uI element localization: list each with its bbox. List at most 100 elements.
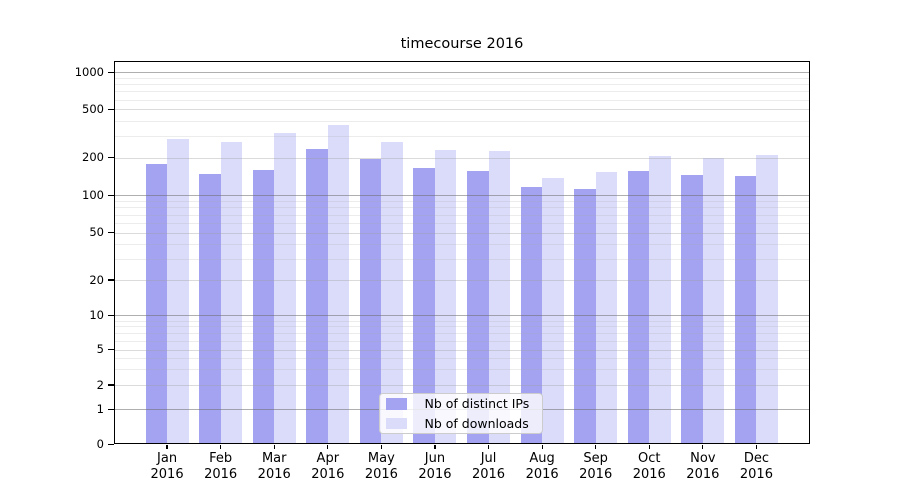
gridline-minor: [114, 320, 809, 322]
y-tick-mark: [107, 279, 114, 281]
legend: Nb of distinct IPs Nb of downloads: [379, 393, 543, 434]
x-tick-year: 2016: [525, 466, 559, 482]
gridline-minor: [114, 244, 809, 246]
x-tick-label-jul: Jul 2016: [457, 451, 521, 482]
x-tick-label-aug: Aug 2016: [510, 451, 574, 482]
bar--distinct-ips-feb: [199, 173, 221, 444]
x-tick-mark: [595, 445, 597, 449]
x-tick-mark: [702, 445, 704, 449]
bar--distinct-ips-aug: [520, 186, 543, 444]
gridline-minor: [114, 259, 809, 261]
x-tick-month: Jul: [480, 451, 497, 466]
x-tick-month: Apr: [316, 451, 340, 466]
gridline-minor: [114, 358, 809, 360]
x-tick-year: 2016: [257, 466, 291, 482]
x-tick-year: 2016: [632, 466, 666, 482]
bar--distinct-ips-jan: [145, 164, 168, 444]
bar--distinct-ips-mar: [252, 169, 275, 444]
bar--distinct-ips-nov: [681, 174, 703, 444]
x-tick-year: 2016: [579, 466, 613, 482]
chart-title: timecourse 2016: [400, 36, 524, 52]
x-tick-mark: [220, 445, 222, 449]
y-tick-mark: [107, 71, 114, 73]
legend-swatch-downloads: [386, 417, 407, 429]
bar--downloads-nov: [702, 157, 725, 444]
x-tick-label-apr: Apr 2016: [296, 451, 360, 482]
x-tick-mark: [273, 445, 275, 449]
x-tick-month: Dec: [743, 451, 769, 466]
x-tick-year: 2016: [418, 466, 452, 482]
x-tick-mark: [755, 445, 757, 449]
x-tick-month: Sep: [583, 451, 608, 466]
x-tick-month: Nov: [690, 451, 716, 466]
y-tick-label: 5: [96, 342, 104, 357]
x-tick-year: 2016: [471, 466, 506, 482]
y-tick-label: 1: [96, 401, 104, 416]
x-tick-label-feb: Feb 2016: [189, 451, 253, 482]
x-tick-mark: [541, 445, 543, 449]
gridline-minor: [114, 99, 809, 101]
x-tick-mark: [380, 445, 382, 449]
bar--downloads-dec: [756, 154, 778, 444]
y-tick-label: 50: [89, 225, 104, 240]
bar--distinct-ips-apr: [306, 148, 328, 444]
x-tick-year: 2016: [311, 466, 345, 482]
bar--downloads-aug: [542, 177, 564, 444]
x-tick-year: 2016: [150, 466, 184, 482]
gridline-minor: [114, 340, 809, 342]
x-tick-month: May: [367, 451, 395, 466]
x-tick-label-jan: Jan 2016: [135, 451, 199, 482]
x-tick-label-mar: Mar 2016: [242, 451, 306, 482]
y-tick-label: 1000: [74, 64, 104, 79]
y-tick-mark: [107, 232, 114, 234]
gridline-minor: [114, 136, 809, 138]
bar--downloads-sep: [595, 172, 618, 444]
gridline-1000: [114, 72, 809, 74]
gridline-50: [114, 232, 809, 234]
y-tick-label: 0: [96, 436, 104, 451]
x-tick-month: Jun: [424, 451, 446, 466]
gridline-20: [114, 279, 809, 281]
x-tick-label-dec: Dec 2016: [724, 451, 788, 482]
bar--downloads-jan: [167, 139, 189, 444]
gridline-10: [114, 315, 809, 317]
y-tick-mark: [107, 314, 114, 316]
x-tick-label-sep: Sep 2016: [564, 451, 628, 482]
y-tick-label: 20: [89, 272, 104, 287]
y-tick-mark: [107, 384, 114, 386]
gridline-minor: [114, 91, 809, 93]
gridline-500: [114, 109, 809, 111]
bar--downloads-mar: [274, 133, 296, 444]
y-tick-mark: [107, 443, 114, 445]
y-tick-label: 200: [82, 150, 104, 165]
bar--distinct-ips-may: [359, 158, 382, 444]
gridline-minor: [114, 78, 809, 79]
y-tick-label: 100: [82, 187, 104, 202]
x-tick-mark: [327, 445, 329, 449]
gridline-2: [114, 384, 809, 386]
bar--distinct-ips-sep: [574, 189, 596, 444]
x-tick-year: 2016: [739, 466, 773, 482]
bar--distinct-ips-jun: [413, 167, 435, 444]
plot-area: [113, 60, 810, 445]
y-tick-mark: [107, 194, 114, 196]
bar--distinct-ips-jul: [467, 171, 489, 444]
x-tick-mark: [648, 445, 650, 449]
legend-entry-downloads: Nb of downloads: [386, 414, 542, 434]
x-tick-mark: [487, 445, 490, 449]
bar--downloads-jun: [434, 150, 457, 444]
gridline-minor: [114, 326, 809, 328]
bar--downloads-apr: [327, 124, 350, 444]
x-tick-mark: [166, 445, 168, 449]
x-tick-month: Aug: [529, 451, 555, 466]
bar--downloads-may: [381, 141, 403, 444]
x-tick-month: Jan: [157, 451, 178, 466]
x-tick-year: 2016: [204, 466, 238, 482]
x-tick-label-jun: Jun 2016: [403, 451, 467, 482]
x-tick-label-nov: Nov 2016: [671, 451, 735, 482]
gridline-minor: [114, 214, 809, 216]
gridline-5: [114, 349, 809, 351]
y-tick-mark: [107, 349, 114, 351]
gridline-200: [114, 157, 809, 159]
x-tick-year: 2016: [364, 466, 398, 482]
